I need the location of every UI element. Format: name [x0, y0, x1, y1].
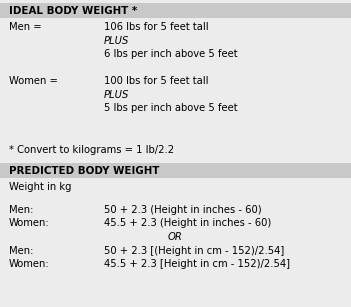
Text: Women:: Women: — [9, 259, 49, 269]
Text: 106 lbs for 5 feet tall: 106 lbs for 5 feet tall — [104, 22, 208, 32]
Text: PLUS: PLUS — [104, 90, 129, 99]
Text: Men:: Men: — [9, 205, 33, 215]
Text: Men:: Men: — [9, 246, 33, 255]
Text: OR: OR — [168, 232, 183, 242]
Bar — [0, 163, 351, 178]
Text: IDEAL BODY WEIGHT *: IDEAL BODY WEIGHT * — [9, 6, 137, 15]
Text: 45.5 + 2.3 [Height in cm - 152)/2.54]: 45.5 + 2.3 [Height in cm - 152)/2.54] — [104, 259, 290, 269]
Text: 50 + 2.3 (Height in inches - 60): 50 + 2.3 (Height in inches - 60) — [104, 205, 261, 215]
Text: 100 lbs for 5 feet tall: 100 lbs for 5 feet tall — [104, 76, 208, 86]
Text: * Convert to kilograms = 1 lb/2.2: * Convert to kilograms = 1 lb/2.2 — [9, 145, 174, 155]
Text: PLUS: PLUS — [104, 36, 129, 45]
Bar — [0, 3, 351, 18]
Text: 45.5 + 2.3 (Height in inches - 60): 45.5 + 2.3 (Height in inches - 60) — [104, 219, 271, 228]
Text: 6 lbs per inch above 5 feet: 6 lbs per inch above 5 feet — [104, 49, 237, 59]
Text: Women =: Women = — [9, 76, 58, 86]
Text: 50 + 2.3 [(Height in cm - 152)/2.54]: 50 + 2.3 [(Height in cm - 152)/2.54] — [104, 246, 284, 255]
Text: Weight in kg: Weight in kg — [9, 182, 71, 192]
Text: Women:: Women: — [9, 219, 49, 228]
Text: Men =: Men = — [9, 22, 41, 32]
Text: 5 lbs per inch above 5 feet: 5 lbs per inch above 5 feet — [104, 103, 237, 113]
Text: PREDICTED BODY WEIGHT: PREDICTED BODY WEIGHT — [9, 165, 159, 176]
